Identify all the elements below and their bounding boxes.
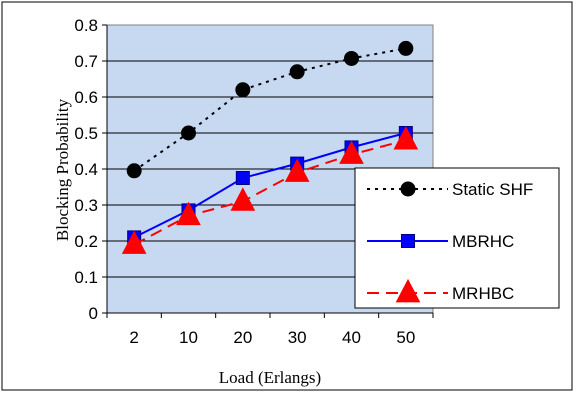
x-tick-label: 2 [129, 328, 138, 347]
legend-label: MRHBC [452, 284, 514, 303]
legend-box [354, 167, 560, 309]
y-axis-title: Blocking Probability [53, 98, 72, 241]
data-point [344, 50, 359, 66]
x-axis-ticks: 2 10 20 30 40 50 [106, 312, 434, 347]
x-tick-label: 10 [179, 328, 198, 347]
y-tick-label: 0.3 [74, 196, 98, 215]
y-axis-ticks: 0 0.1 0.2 0.3 0.4 0.5 0.6 0.7 0.8 [74, 16, 108, 323]
y-tick-label: 0.6 [74, 88, 98, 107]
data-point [393, 126, 419, 150]
legend-entry: Static SHF [367, 180, 533, 199]
x-tick-label: 20 [233, 328, 252, 347]
y-tick-label: 0.8 [74, 16, 98, 35]
legend-marker [395, 278, 421, 303]
legend-label: MBRHC [452, 232, 514, 251]
series-line [133, 47, 407, 172]
y-tick-label: 0.4 [74, 160, 98, 179]
legend-marker [401, 234, 415, 248]
data-point [289, 64, 305, 80]
data-point [176, 201, 201, 226]
data-point [181, 125, 196, 141]
series-group [121, 40, 419, 254]
x-tick-label: 50 [396, 328, 415, 347]
data-point [235, 171, 250, 185]
data-point [230, 187, 256, 211]
x-tick-label: 30 [288, 328, 307, 347]
y-tick-label: 0 [89, 304, 98, 323]
series-line [133, 132, 407, 239]
y-tick-label: 0.1 [74, 268, 98, 287]
legend-label: Static SHF [452, 180, 533, 199]
data-point [339, 140, 364, 164]
legend-marker [400, 181, 416, 197]
series-static-shf [126, 40, 414, 179]
x-tick-label: 40 [342, 328, 361, 347]
legend-entry: MBRHC [367, 232, 514, 251]
y-tick-label: 0.7 [74, 52, 98, 71]
legend-entry: MRHBC [367, 278, 514, 303]
data-point [398, 40, 414, 56]
data-point [121, 230, 147, 254]
legend: Static SHF MBRHC MRHBC [354, 167, 560, 309]
data-point [235, 82, 251, 98]
y-tick-label: 0.5 [74, 124, 98, 143]
y-tick-label: 0.2 [74, 232, 98, 251]
data-point [126, 163, 142, 179]
data-point [284, 158, 310, 182]
series-mrhbc [121, 126, 419, 254]
x-axis-title: Load (Erlangs) [219, 368, 321, 387]
